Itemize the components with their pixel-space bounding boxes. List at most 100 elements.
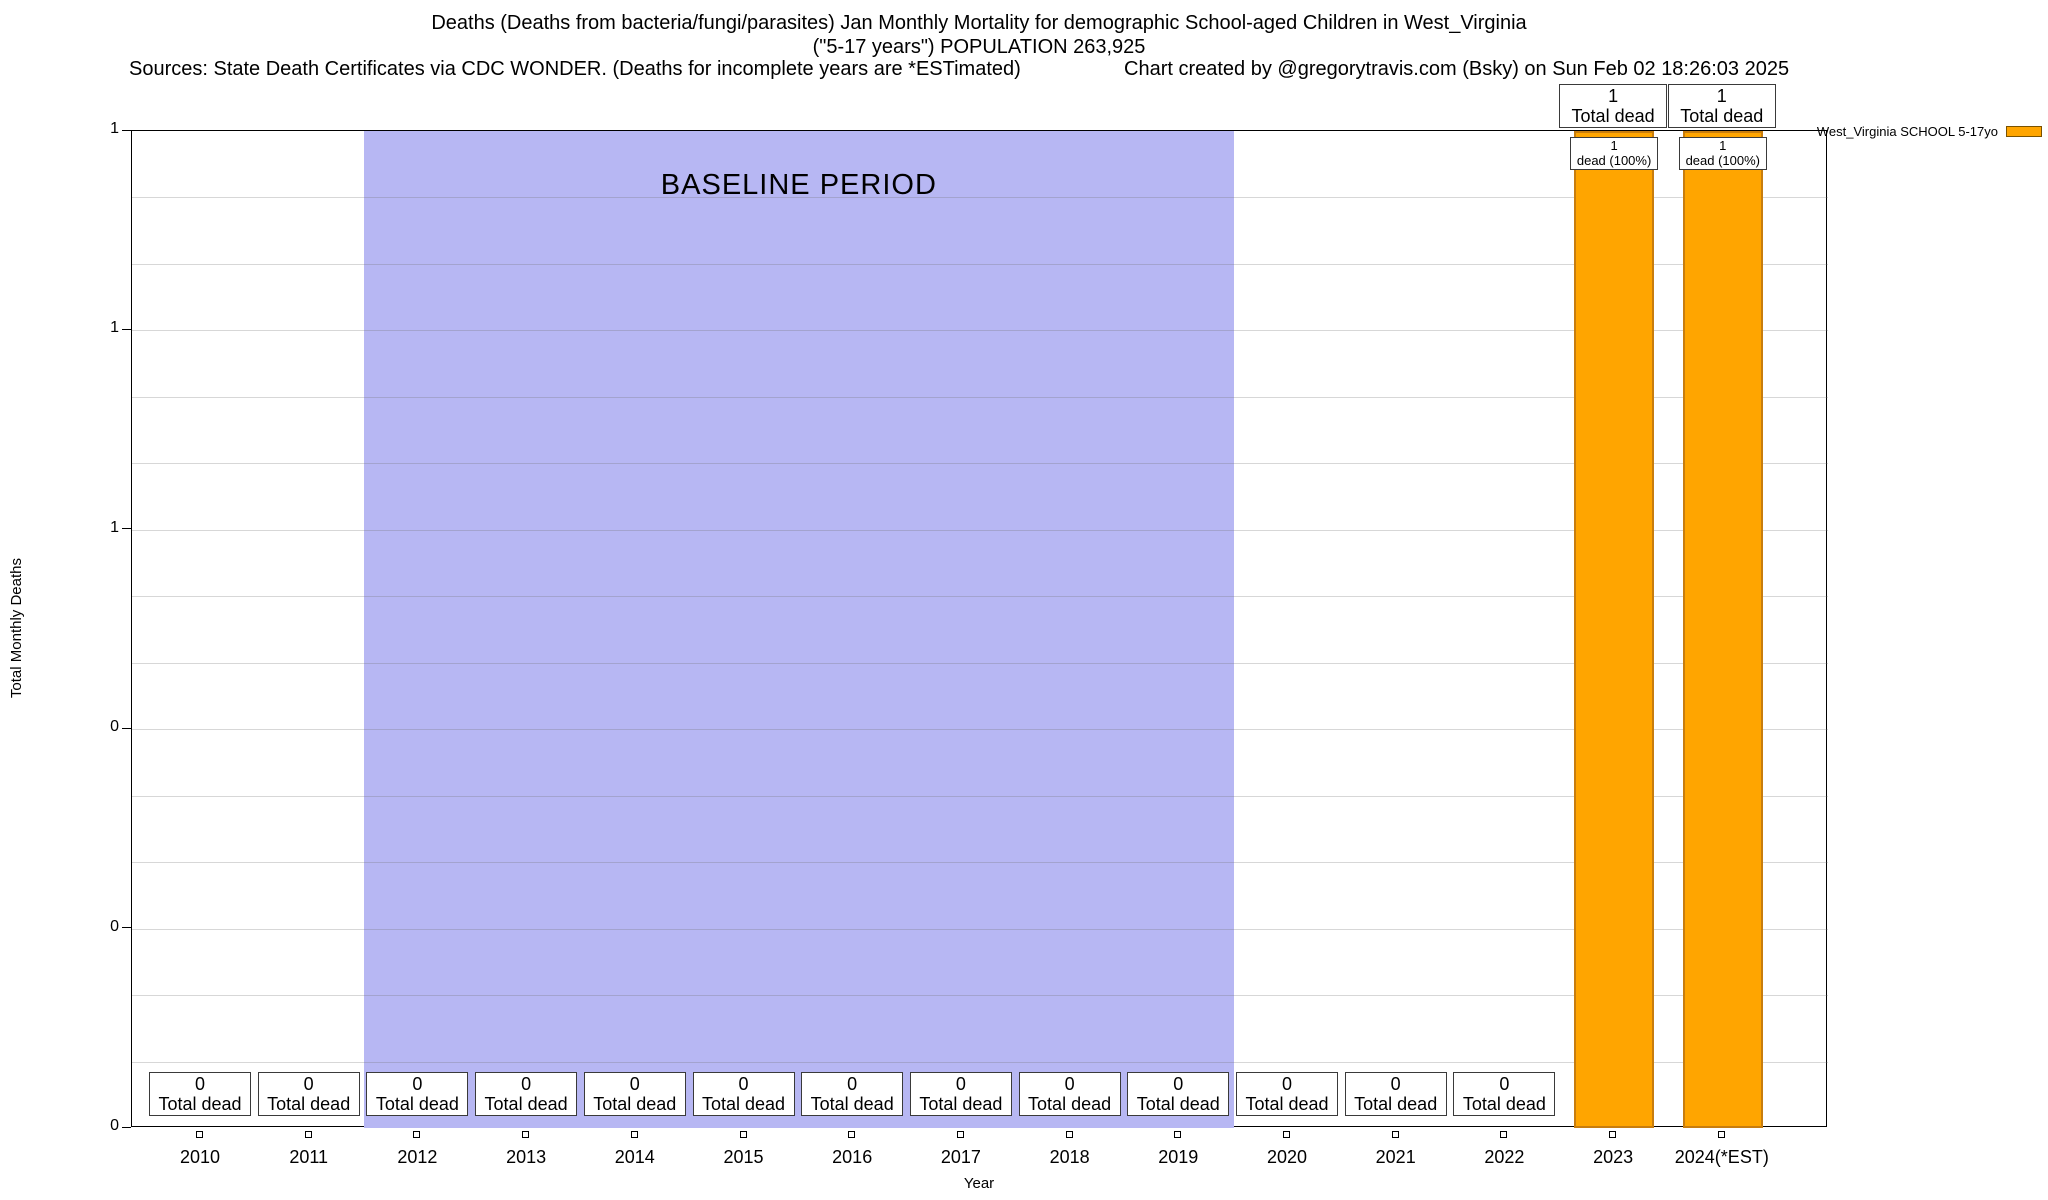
x-tick-marker: [522, 1131, 530, 1138]
x-tick-label: 2019: [1158, 1147, 1199, 1167]
total-dead-box-2023-count: 1: [1608, 86, 1619, 106]
total-dead-box-2019-count: 0: [1173, 1074, 1184, 1094]
x-tick-marker: [956, 1131, 964, 1138]
total-dead-box-2012-count: 0: [412, 1074, 423, 1094]
total-dead-box-2024(*EST)-caption: Total dead: [1680, 106, 1764, 127]
x-tick-label: 2012: [397, 1147, 438, 1167]
total-dead-box-2013-count: 0: [521, 1074, 532, 1094]
bar-inner-box-2023: 1 dead (100%): [1570, 137, 1659, 171]
x-axis-label: Year: [963, 1175, 995, 1192]
x-tick-marker: [196, 1131, 203, 1138]
bar-2024(*EST): [1682, 131, 1763, 1128]
total-dead-box-2012: 0 Total dead: [366, 1072, 469, 1117]
total-dead-box-2014-caption: Total dead: [593, 1094, 677, 1115]
baseline-band: [364, 131, 1234, 1128]
total-dead-box-2020-caption: Total dead: [1245, 1094, 1329, 1115]
total-dead-box-2022: 0 Total dead: [1453, 1072, 1556, 1117]
x-tick-marker: [1174, 1131, 1182, 1138]
x-tick-label: 2021: [1375, 1147, 1416, 1167]
gridline: [132, 263, 1828, 265]
gridline: [132, 795, 1828, 797]
total-dead-box-2015: 0 Total dead: [692, 1072, 795, 1117]
y-tick-label: 1: [110, 518, 119, 536]
legend-swatch: [2006, 126, 2042, 137]
gridline: [132, 463, 1828, 465]
x-tick-label: 2015: [723, 1147, 764, 1167]
total-dead-box-2011-caption: Total dead: [267, 1094, 351, 1115]
x-tick-marker: [1283, 1131, 1290, 1138]
total-dead-box-2022-count: 0: [1499, 1074, 1510, 1094]
total-dead-box-2018-caption: Total dead: [1028, 1094, 1112, 1115]
x-tick-marker: [630, 1131, 638, 1138]
bar-inner-box-2023-caption: dead (100%): [1576, 152, 1652, 168]
gridline: [132, 330, 1828, 332]
credit-note: Chart created by @gregorytravis.com (Bsk…: [1124, 58, 1790, 80]
gridline: [132, 729, 1828, 731]
x-tick-label: 2014: [614, 1147, 655, 1167]
total-dead-box-2015-count: 0: [738, 1074, 749, 1094]
chart-subtitle: ("5-17 years") POPULATION 263,925: [812, 36, 1146, 58]
gridline: [132, 862, 1828, 864]
total-dead-box-2016-caption: Total dead: [810, 1094, 894, 1115]
gridline: [132, 197, 1828, 199]
total-dead-box-2021: 0 Total dead: [1344, 1072, 1447, 1117]
y-tick-label: 0: [110, 718, 119, 736]
total-dead-box-2010-count: 0: [194, 1074, 205, 1094]
total-dead-box-2017-caption: Total dead: [919, 1094, 1003, 1115]
x-tick-marker: [1717, 1131, 1725, 1138]
total-dead-box-2014-count: 0: [629, 1074, 640, 1094]
total-dead-box-2010-caption: Total dead: [158, 1094, 242, 1115]
x-tick-label: 2024(*EST): [1674, 1147, 1769, 1167]
x-tick-label: 2023: [1593, 1147, 1634, 1167]
legend: West_Virginia SCHOOL 5-17yo: [1817, 124, 2042, 139]
total-dead-box-2018-count: 0: [1064, 1074, 1075, 1094]
total-dead-box-2016: 0 Total dead: [801, 1072, 904, 1117]
y-tick-mark: [122, 328, 131, 330]
bar-inner-box-2023-count: 1: [1610, 138, 1618, 153]
y-tick-label: 0: [110, 917, 119, 935]
total-dead-box-2017: 0 Total dead: [909, 1072, 1012, 1117]
y-tick-mark: [122, 528, 131, 530]
total-dead-box-2019-caption: Total dead: [1136, 1094, 1220, 1115]
total-dead-box-2012-caption: Total dead: [375, 1094, 459, 1115]
x-tick-label: 2013: [506, 1147, 547, 1167]
x-tick-marker: [413, 1131, 421, 1138]
gridline: [132, 1061, 1828, 1063]
chart-title: Deaths (Deaths from bacteria/fungi/paras…: [431, 12, 1527, 34]
gridline: [132, 995, 1828, 997]
y-tick-mark: [122, 1126, 131, 1128]
x-tick-marker: [304, 1131, 312, 1138]
total-dead-box-2017-count: 0: [955, 1074, 966, 1094]
total-dead-box-2016-count: 0: [847, 1074, 858, 1094]
gridline: [132, 928, 1828, 930]
x-tick-label: 2022: [1484, 1147, 1525, 1167]
x-tick-label: 2011: [289, 1147, 329, 1167]
x-tick-marker: [1065, 1131, 1073, 1138]
total-dead-box-2018: 0 Total dead: [1018, 1072, 1121, 1117]
y-tick-label: 1: [110, 120, 119, 137]
total-dead-box-2024(*EST)-count: 1: [1716, 86, 1727, 106]
total-dead-box-2013: 0 Total dead: [475, 1072, 578, 1117]
bar-inner-box-2024(*EST)-count: 1: [1719, 138, 1727, 153]
x-tick-marker: [739, 1131, 747, 1138]
bar-inner-box-2024(*EST): 1 dead (100%): [1678, 137, 1767, 171]
legend-label: West_Virginia SCHOOL 5-17yo: [1816, 124, 1998, 139]
gridline: [132, 529, 1828, 531]
total-dead-box-2023: 1 Total dead: [1559, 84, 1668, 129]
x-tick-label: 2018: [1049, 1147, 1090, 1167]
y-tick-mark: [122, 129, 131, 131]
y-tick-label: 1: [110, 319, 119, 337]
total-dead-box-2021-caption: Total dead: [1354, 1094, 1438, 1115]
total-dead-box-2020: 0 Total dead: [1236, 1072, 1338, 1117]
y-tick-mark: [122, 927, 131, 929]
total-dead-box-2014: 0 Total dead: [583, 1072, 686, 1117]
x-tick-marker: [1500, 1131, 1508, 1138]
gridline: [132, 396, 1828, 398]
bar-2023: [1574, 131, 1655, 1128]
total-dead-box-2021-count: 0: [1390, 1074, 1401, 1094]
y-axis-label: Total Monthly Deaths: [7, 558, 25, 699]
total-dead-box-2013-caption: Total dead: [484, 1094, 568, 1115]
total-dead-box-2010: 0 Total dead: [149, 1072, 251, 1117]
total-dead-box-2019: 0 Total dead: [1127, 1072, 1230, 1117]
